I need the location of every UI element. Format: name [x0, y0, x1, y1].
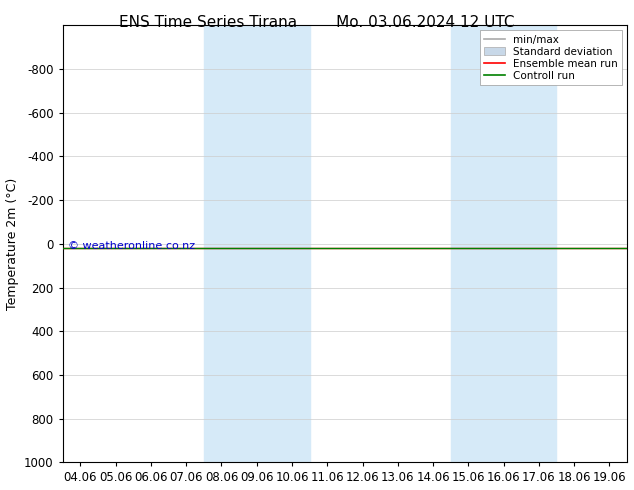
- Bar: [451, 25, 557, 463]
- Bar: [204, 25, 309, 463]
- Legend: min/max, Standard deviation, Ensemble mean run, Controll run: min/max, Standard deviation, Ensemble me…: [479, 30, 622, 85]
- Y-axis label: Temperature 2m (°C): Temperature 2m (°C): [6, 178, 18, 310]
- Text: © weatheronline.co.nz: © weatheronline.co.nz: [68, 241, 195, 251]
- Text: ENS Time Series Tirana        Mo. 03.06.2024 12 UTC: ENS Time Series Tirana Mo. 03.06.2024 12…: [119, 15, 515, 30]
